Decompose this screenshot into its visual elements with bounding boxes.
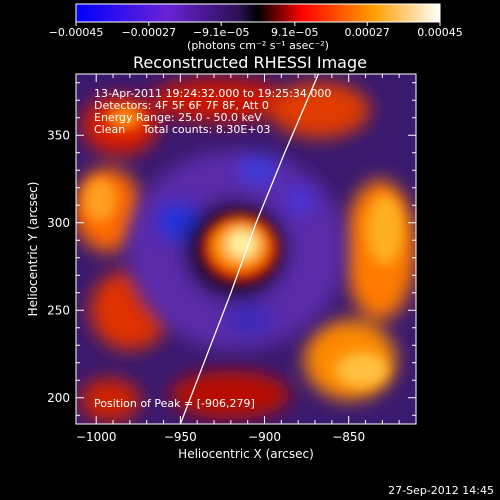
peak-position-text: Position of Peak = [-906,279] [94, 397, 255, 410]
y-tick-label: 350 [47, 128, 70, 142]
emission-blob-top-right [270, 82, 370, 138]
colorbar-tick-label: −0.00027 [121, 26, 176, 39]
colorbar-tick-label: −9.1e−05 [193, 26, 250, 39]
negative-patch-bottom [226, 304, 274, 336]
colorbar-tick-label: 9.1e−05 [271, 26, 318, 39]
footer-date: 27-Sep-2012 14:45 [388, 484, 494, 497]
colorbar: −0.00045 −0.00027 −9.1e−05 9.1e−05 0.00027 0.… [49, 3, 463, 52]
emission-blob-bottom-left [80, 378, 140, 422]
x-tick-label: −1000 [76, 430, 117, 444]
y-tick-label: 250 [47, 303, 70, 317]
y-tick-label: 300 [47, 216, 70, 230]
colorbar-tick-label: −0.00045 [49, 26, 104, 39]
negative-patch-right [284, 184, 316, 216]
emission-blob-bottom [170, 371, 290, 419]
colorbar-tick-label: 0.00027 [344, 26, 390, 39]
bright-patch-right [367, 195, 403, 265]
colorbar-unit-label: (photons cm⁻² s⁻¹ asec⁻²) [187, 39, 329, 52]
y-axis-label: Heliocentric Y (arcsec) [26, 182, 40, 317]
emission-blob-top [150, 78, 290, 122]
info-detectors: Detectors: 4F 5F 6F 7F 8F, Att 0 [94, 99, 269, 112]
info-time-range: 13-Apr-2011 19:24:32.000 to 19:25:34.000 [94, 87, 331, 100]
bright-patch-left [84, 178, 116, 222]
negative-patch-top [238, 156, 278, 184]
heatmap-image [76, 74, 416, 424]
colorbar-gradient [75, 3, 441, 23]
colorbar-tick-label: 0.00045 [417, 26, 463, 39]
bright-patch-upper-left [107, 106, 143, 130]
x-tick-label: −850 [332, 430, 365, 444]
chart-title: Reconstructed RHESSI Image [133, 53, 367, 72]
x-axis-label: Heliocentric X (arcsec) [178, 447, 314, 461]
info-clean-counts: Clean Total counts: 8.30E+03 [94, 123, 271, 136]
info-block: 13-Apr-2011 19:24:32.000 to 19:25:34.000… [94, 87, 331, 136]
source-core [227, 230, 257, 258]
y-tick-label: 200 [47, 391, 70, 405]
plot-frame [75, 73, 417, 425]
x-tick-label: −900 [248, 430, 281, 444]
info-energy-range: Energy Range: 25.0 - 50.0 keV [94, 111, 262, 124]
bright-patch-lower-right [336, 352, 388, 388]
solar-limb-curve [179, 74, 319, 424]
x-tick-label: −950 [164, 430, 197, 444]
axis-ticks: −1000 −950 −900 −850 200 250 300 350 [47, 74, 416, 444]
